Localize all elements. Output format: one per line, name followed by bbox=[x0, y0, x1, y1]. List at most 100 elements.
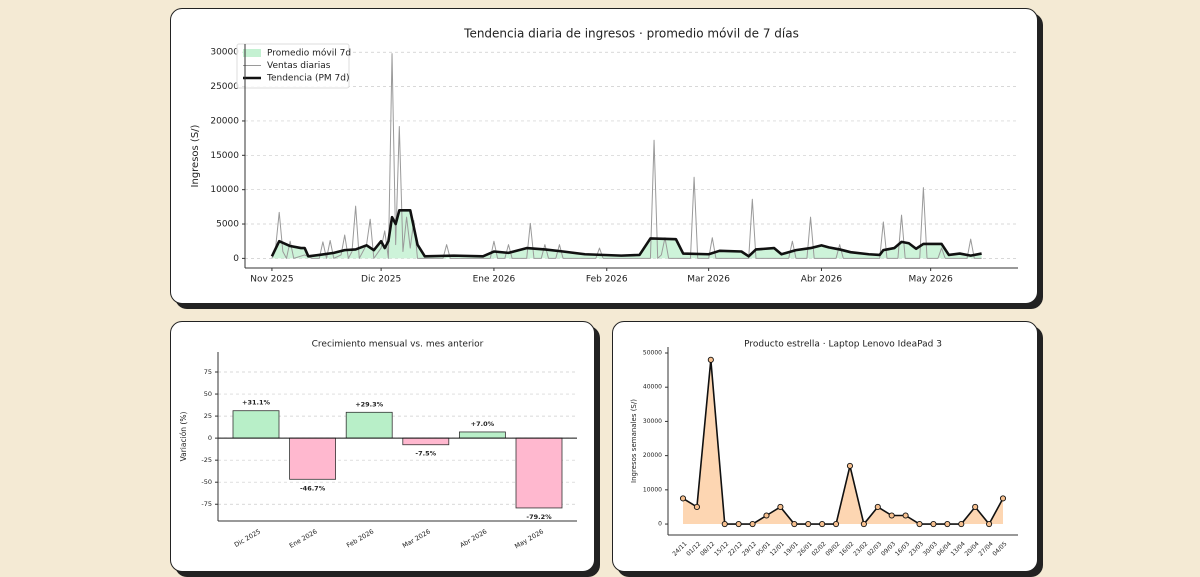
x-tick-label: Dic 2025 bbox=[361, 275, 401, 285]
bar bbox=[232, 410, 280, 439]
x-tick-label: 05/01 bbox=[755, 540, 772, 557]
marker bbox=[986, 521, 993, 528]
y-tick-label: 25000 bbox=[210, 82, 239, 92]
x-tick-label: 23/03 bbox=[908, 540, 925, 557]
x-tick-label: 04/05 bbox=[991, 540, 1008, 557]
x-tick-label: 09/02 bbox=[824, 540, 841, 557]
x-tick-label: 12/01 bbox=[769, 540, 786, 557]
x-tick-label: 22/12 bbox=[727, 540, 744, 557]
bar bbox=[515, 437, 563, 509]
legend-label: Ventas diarias bbox=[267, 61, 331, 71]
y-tick-label: 0 bbox=[233, 254, 239, 264]
y-tick-label: 10000 bbox=[643, 486, 662, 493]
x-tick-label: 19/01 bbox=[783, 540, 800, 557]
marker bbox=[846, 462, 854, 469]
chart-title: Crecimiento mensual vs. mes anterior bbox=[312, 340, 484, 350]
marker bbox=[888, 512, 895, 519]
marker bbox=[972, 503, 979, 510]
x-tick-label: 26/01 bbox=[797, 540, 814, 557]
x-tick-label: Ene 2026 bbox=[288, 528, 319, 550]
chart-title: Producto estrella · Laptop Lenovo IdeaPa… bbox=[744, 340, 942, 350]
card-product bbox=[612, 321, 1038, 572]
y-tick-label: -75 bbox=[201, 500, 212, 508]
x-tick-label: Ene 2026 bbox=[473, 275, 516, 285]
legend-swatch bbox=[243, 49, 261, 57]
marker bbox=[777, 503, 784, 510]
marker bbox=[735, 521, 742, 528]
x-tick-label: 15/12 bbox=[713, 540, 730, 557]
marker bbox=[693, 503, 700, 510]
marker bbox=[832, 521, 840, 528]
x-tick-label: Abr 2026 bbox=[459, 528, 489, 550]
area bbox=[683, 359, 1003, 525]
x-tick-label: May 2026 bbox=[513, 528, 545, 551]
x-tick-label: 23/02 bbox=[852, 540, 869, 557]
bar bbox=[345, 411, 393, 439]
y-tick-label: 20000 bbox=[643, 452, 662, 459]
y-tick-label: 50000 bbox=[643, 349, 662, 356]
x-tick-label: 09/03 bbox=[880, 540, 897, 557]
x-tick-label: 01/12 bbox=[685, 540, 702, 557]
marker bbox=[944, 521, 951, 528]
y-tick-label: 5000 bbox=[216, 220, 239, 230]
y-tick-label: 30000 bbox=[210, 48, 239, 58]
x-tick-label: Mar 2026 bbox=[687, 275, 730, 285]
x-tick-label: Mar 2026 bbox=[401, 528, 432, 550]
x-tick-label: 08/12 bbox=[699, 540, 716, 557]
value-label: -7.5% bbox=[415, 450, 436, 458]
x-tick-label: Dic 2025 bbox=[233, 528, 262, 549]
y-tick-label: -25 bbox=[201, 456, 212, 464]
chart-title: Tendencia diaria de ingresos · promedio … bbox=[463, 27, 799, 41]
x-tick-label: Feb 2026 bbox=[345, 528, 375, 550]
x-tick-label: Nov 2025 bbox=[250, 275, 293, 285]
y-tick-label: -50 bbox=[201, 478, 212, 486]
marker bbox=[721, 521, 728, 528]
bar bbox=[289, 437, 337, 480]
value-label: +7.0% bbox=[471, 420, 495, 428]
y-tick-label: 25 bbox=[204, 412, 212, 420]
x-tick-label: 13/04 bbox=[950, 540, 967, 557]
legend-label: Promedio móvil 7d bbox=[267, 48, 351, 59]
value-label: -46.7% bbox=[300, 484, 326, 492]
x-tick-label: 20/04 bbox=[963, 540, 980, 557]
x-tick-label: 16/03 bbox=[894, 540, 911, 557]
bar bbox=[458, 431, 506, 439]
y-tick-label: 20000 bbox=[210, 116, 239, 126]
marker bbox=[874, 503, 881, 510]
y-tick-label: 0 bbox=[658, 521, 662, 528]
x-tick-label: Feb 2026 bbox=[586, 275, 628, 285]
value-label: -79.2% bbox=[526, 513, 552, 521]
marker bbox=[749, 521, 756, 528]
marker bbox=[679, 495, 687, 502]
y-tick-label: 40000 bbox=[643, 384, 662, 391]
x-tick-label: 30/03 bbox=[922, 540, 939, 557]
legend-box bbox=[236, 43, 350, 89]
marker bbox=[763, 512, 770, 519]
x-tick-label: 24/11 bbox=[671, 540, 688, 557]
marker bbox=[805, 521, 812, 528]
marker bbox=[930, 521, 937, 528]
x-tick-label: Abr 2026 bbox=[801, 275, 843, 285]
y-tick-label: 50 bbox=[204, 390, 212, 398]
value-label: +29.3% bbox=[355, 400, 383, 408]
marker bbox=[860, 521, 867, 528]
x-tick-label: 16/02 bbox=[838, 540, 855, 557]
y-axis-label: Ingresos semanales (S/) bbox=[630, 399, 638, 483]
y-tick-label: 75 bbox=[204, 368, 212, 376]
legend-label: Tendencia (PM 7d) bbox=[266, 74, 350, 84]
y-tick-label: 0 bbox=[208, 434, 212, 442]
marker bbox=[916, 521, 923, 528]
x-tick-label: May 2026 bbox=[908, 275, 953, 285]
x-tick-label: 29/12 bbox=[741, 540, 758, 557]
marker bbox=[999, 495, 1007, 502]
line bbox=[270, 208, 982, 258]
marker bbox=[902, 512, 909, 519]
y-axis-label: Ingresos (S/) bbox=[190, 124, 201, 187]
marker bbox=[958, 521, 965, 528]
x-tick-label: 02/03 bbox=[866, 540, 883, 557]
y-axis-label: Variación (%) bbox=[179, 412, 188, 462]
value-label: +31.1% bbox=[242, 399, 270, 407]
marker bbox=[707, 356, 714, 363]
